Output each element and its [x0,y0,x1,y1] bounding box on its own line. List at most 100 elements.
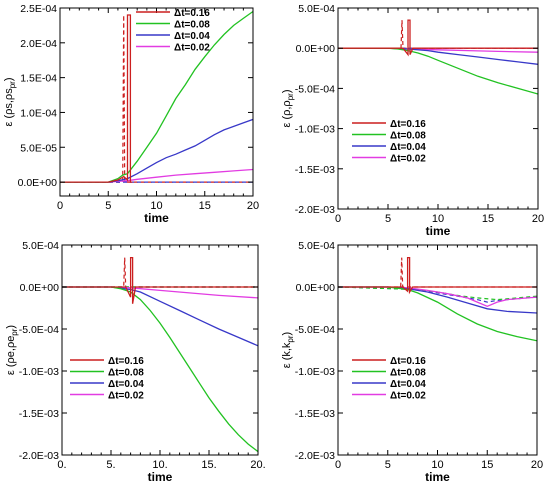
y-tick-label: 0.0E+00 [296,282,336,294]
legend-label: Δt=0.02 [390,154,426,165]
dashed-lines [62,257,258,288]
y-tick-label: -1.0E-03 [295,124,335,136]
y-axis-label: ε (ρ,ρpr) [281,90,295,128]
legend-label: Δt=0.16 [390,356,426,367]
x-tick-label: 5 [385,213,391,225]
x-tick-label: 15. [201,459,216,471]
series-lines [60,10,253,183]
x-tick-label: 0 [335,459,341,471]
y-tick-label: -5.0E-04 [295,83,335,95]
y-axis-label: ε (ρe,ρepr) [5,325,19,375]
y-tick-label: 5.0E-05 [20,142,57,154]
series-line-1 [338,19,538,57]
legend-label: Δt=0.08 [390,131,426,142]
x-tick-label: 5 [385,459,391,471]
dashed-lines [60,14,253,183]
x-tick-label: 5. [106,459,115,471]
legend-label: Δt=0.02 [108,391,144,402]
dashed-line-3 [338,286,537,301]
y-tick-label: 5.0E-04 [298,3,335,15]
legend-label: Δt=0.04 [390,379,426,390]
y-axis-label-main: ε (ρe,ρe [5,336,17,375]
dashed-line-1 [338,20,538,49]
dashed-line-1 [62,257,258,288]
legend-label: Δt=0.04 [108,379,144,390]
dashed-lines [338,20,538,49]
y-tick-label: -1.0E-03 [19,366,59,378]
y-axis-label-sub: pr [286,335,295,342]
y-axis-label-main: ε (ρs,ρs [3,88,15,127]
y-axis-label-sub: pr [286,93,295,100]
y-axis-label-sub: pr [10,328,19,335]
dashed-line-1 [60,14,253,183]
y-tick-label: -5.0E-04 [295,324,335,336]
x-tick-label: 20 [531,459,543,471]
legend-label: Δt=0.16 [174,8,210,19]
y-tick-label: -2.0E-03 [295,204,335,216]
legend-label: Δt=0.02 [390,391,426,402]
x-tick-label: 10 [150,200,162,212]
y-axis-label: ε (ρs,ρspr) [3,78,17,127]
y-tick-label: 1.5E-04 [20,73,57,85]
series-line-4 [338,286,537,308]
legend-label: Δt=0.04 [174,31,210,42]
x-axis-label: time [144,211,169,225]
series-lines [338,19,538,95]
x-tick-label: 5 [105,200,111,212]
y-tick-label: -2.0E-03 [295,450,335,462]
plot-frame [59,7,254,197]
legend-label: Δt=0.16 [390,119,426,130]
y-tick-label: -2.0E-03 [19,450,59,462]
y-axis-label-close: ) [281,332,293,336]
y-axis-label-close: ) [5,325,17,329]
x-tick-label: 15 [482,213,494,225]
series-line-1 [338,256,537,295]
y-axis-label-main: ε (ρ,ρ [281,100,293,127]
y-axis-label: ε (k,kpr) [281,332,295,368]
series-line-4 [62,286,258,299]
x-tick-label: 0 [57,200,63,212]
y-tick-label: 5.0E-04 [298,240,335,252]
series-line-3 [338,47,538,65]
x-axis-label: time [426,224,451,238]
y-tick-label: -1.0E-03 [295,366,335,378]
series-line-4 [60,168,253,183]
y-tick-label: 0.0E+00 [18,177,58,189]
y-tick-label: 1.0E-04 [20,107,57,119]
y-axis-label-close: ) [3,78,15,82]
y-tick-label: -1.5E-03 [295,408,335,420]
series-line-2 [338,286,537,342]
y-tick-label: -5.0E-04 [19,324,59,336]
series-line-2 [60,10,253,183]
y-axis-label-sub: pr [8,81,17,88]
legend-label: Δt=0.02 [174,43,210,54]
chart-panel-4: 0 5 10 15 20 5.0E-04 0.0E+00 -5.0E-04 -1.0E-03 -1… [281,240,543,484]
series-line-2 [338,47,538,95]
y-axis-label-main: ε (k,k [281,342,293,368]
x-axis-label: time [148,470,173,482]
y-tick-label: 2.0E-04 [20,38,57,50]
x-tick-label: 20. [250,459,265,471]
x-tick-label: 10. [152,459,167,471]
dashed-line-1 [338,257,537,288]
x-axis-label: time [425,470,450,482]
x-tick-label: 0 [335,213,341,225]
legend-label: Δt=0.04 [390,142,426,153]
y-tick-label: 0.0E+00 [20,282,60,294]
chart-panel-2: 0 5 10 15 20 5.0E-04 0.0E+00 -5.0E-04 -1.0E-03 -1… [281,3,544,238]
legend-label: Δt=0.08 [390,368,426,379]
x-tick-label: 10 [432,213,444,225]
series-line-1 [62,256,258,304]
legend-label: Δt=0.16 [108,356,144,367]
chart-panel-3: 0. 5. 10. 15. 20. 5.0E-04 0.0E+00 -5.0E-04 -1.0E… [5,240,266,484]
y-tick-label: 5.0E-04 [22,240,59,252]
y-axis-label-close: ) [281,90,293,94]
x-tick-label: 0. [57,459,66,471]
y-tick-label: 0.0E+00 [296,43,336,55]
plot-frame [337,7,539,210]
series-lines [62,256,258,453]
